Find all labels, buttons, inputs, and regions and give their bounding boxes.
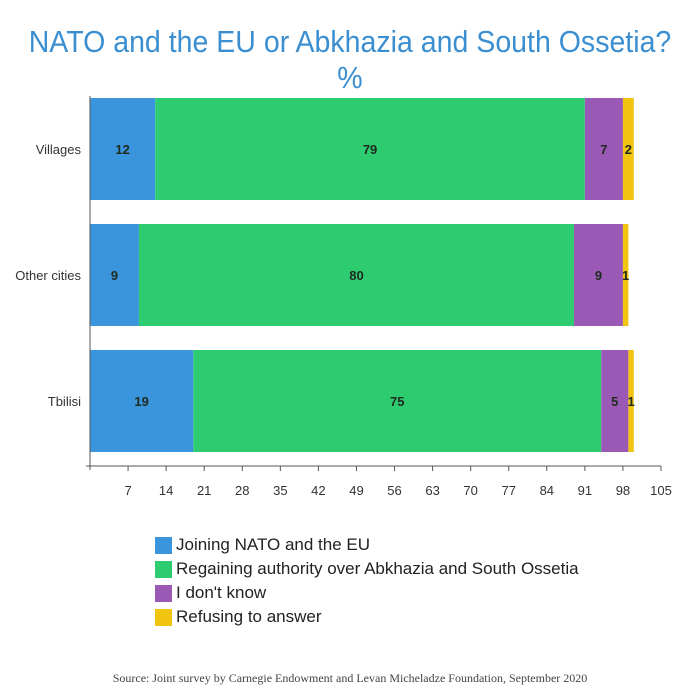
x-tick-label: 56 <box>387 483 401 498</box>
source-note: Source: Joint survey by Carnegie Endowme… <box>112 671 588 685</box>
bar-segment <box>628 350 634 452</box>
x-tick-label: 14 <box>159 483 173 498</box>
legend: Joining NATO and the EU Regaining author… <box>155 533 579 629</box>
x-tick-label: 35 <box>273 483 287 498</box>
bar-segment <box>622 224 629 326</box>
bar-segment <box>193 350 602 452</box>
legend-swatch-nato <box>155 536 172 554</box>
x-tick-label: 91 <box>578 483 592 498</box>
legend-label-dont-know: I don't know <box>176 583 267 602</box>
legend-item-dont-know[interactable]: I don't know <box>155 581 579 605</box>
bar-segment <box>155 98 585 200</box>
legend-label-refusing: Refusing to answer <box>176 607 322 626</box>
bar-data-label: 9 <box>595 268 602 283</box>
legend-item-nato[interactable]: Joining NATO and the EU <box>155 533 579 557</box>
bar-data-label: 5 <box>611 394 618 409</box>
legend-item-refusing[interactable]: Refusing to answer <box>155 605 579 629</box>
bar-segment <box>90 98 156 200</box>
bar-segment <box>573 224 623 326</box>
chart-title: NATO and the EU or Abkhazia and South Os… <box>28 24 672 95</box>
category-label: Villages <box>36 142 82 157</box>
bar-data-label: 80 <box>349 268 363 283</box>
bar-data-label: 9 <box>111 268 118 283</box>
legend-swatch-refusing <box>155 608 172 626</box>
bar-data-label: 1 <box>622 268 629 283</box>
bar-data-label: 1 <box>627 394 634 409</box>
category-label: Tbilisi <box>48 394 81 409</box>
bar-segment <box>90 224 139 326</box>
legend-swatch-dont-know <box>155 584 172 602</box>
bar-data-label: 19 <box>134 394 148 409</box>
x-tick-label: 21 <box>197 483 211 498</box>
bar-data-label: 79 <box>363 142 377 157</box>
x-tick-label: 98 <box>616 483 630 498</box>
category-label: Other cities <box>15 268 81 283</box>
legend-item-regaining[interactable]: Regaining authority over Abkhazia and So… <box>155 557 579 581</box>
x-tick-label: 7 <box>124 483 131 498</box>
bar-segment <box>622 98 634 200</box>
bar-segment <box>138 224 574 326</box>
bar-segment <box>601 350 629 452</box>
legend-label-nato: Joining NATO and the EU <box>176 535 371 554</box>
bar-data-label: 75 <box>390 394 404 409</box>
x-tick-label: 105 <box>650 483 672 498</box>
legend-label-regaining: Regaining authority over Abkhazia and So… <box>176 559 579 578</box>
bar-segment <box>584 98 623 200</box>
x-tick-label: 63 <box>425 483 439 498</box>
x-tick-label: 84 <box>540 483 554 498</box>
bar-data-label: 7 <box>600 142 607 157</box>
bar-data-label: 2 <box>625 142 632 157</box>
x-tick-label: 49 <box>349 483 363 498</box>
legend-swatch-regaining <box>155 560 172 578</box>
bar-segment <box>90 350 194 452</box>
x-tick-label: 70 <box>463 483 477 498</box>
x-tick-label: 77 <box>501 483 515 498</box>
x-tick-label: 42 <box>311 483 325 498</box>
bar-data-label: 12 <box>115 142 129 157</box>
x-tick-label: 28 <box>235 483 249 498</box>
